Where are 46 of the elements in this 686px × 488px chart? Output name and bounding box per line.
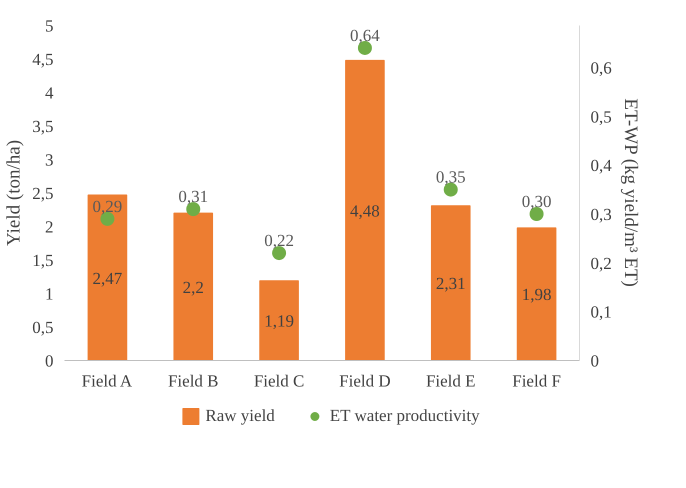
y2-tick-label: 0,3 [590, 205, 612, 224]
x-tick-label: Field B [168, 372, 219, 390]
y-tick-label: 5 [45, 16, 54, 36]
legend-label: Raw yield [205, 406, 275, 426]
y-tick-label: 4,5 [32, 50, 54, 69]
y-tick-label: 3 [45, 150, 54, 170]
bar [516, 227, 556, 360]
data-label: 0,64 [350, 26, 380, 45]
data-label: 0,30 [522, 192, 552, 211]
bar [430, 205, 471, 360]
bar [173, 212, 214, 360]
x-tick-label: Field D [339, 372, 391, 390]
y2-tick-label: 0,6 [590, 58, 612, 78]
bar [345, 60, 385, 360]
bar [259, 280, 299, 360]
data-label: 2,2 [182, 278, 204, 297]
data-label: 2,47 [92, 268, 123, 288]
y2-tick-label: 0,1 [590, 302, 612, 322]
data-label: 2,31 [436, 274, 466, 294]
x-tick-label: Field F [512, 372, 561, 390]
y-tick-label: 0 [45, 352, 54, 370]
y2-tick-label: 0,5 [590, 107, 612, 126]
data-label: 0,29 [92, 196, 122, 216]
x-tick-label: Field A [82, 372, 133, 390]
y-tick-label: 3,5 [32, 117, 54, 136]
y-tick-label: 1,5 [32, 251, 54, 270]
y2-axis-title: ET-WP (kg yield/m³ ET) [620, 98, 641, 287]
data-label: 1,19 [264, 312, 294, 331]
x-tick-label: Field C [254, 372, 304, 390]
data-label: 4,48 [350, 201, 380, 220]
y-tick-label: 2,5 [32, 184, 54, 203]
bar [88, 194, 128, 360]
x-tick-label: Field E [426, 372, 476, 390]
y-tick-label: 2 [45, 218, 54, 236]
y-axis-title: Yield (ton/ha) [3, 140, 24, 246]
data-label: 0,31 [178, 187, 208, 206]
y-tick-label: 1 [45, 284, 54, 304]
data-label: 0,35 [436, 168, 466, 187]
y-tick-label: 0,5 [32, 318, 54, 337]
y2-tick-label: 0 [590, 352, 599, 370]
y2-tick-label: 0,2 [590, 254, 612, 273]
data-label: 0,22 [264, 231, 294, 250]
data-label: 1,98 [522, 285, 552, 304]
y2-tick-label: 0,4 [590, 156, 612, 176]
legend-label: ET water productivity [330, 406, 480, 426]
y-tick-label: 4 [45, 84, 54, 102]
